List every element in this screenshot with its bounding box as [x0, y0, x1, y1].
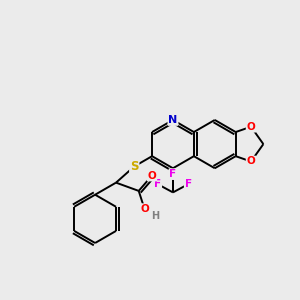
Text: O: O — [247, 157, 255, 166]
Text: F: F — [154, 179, 161, 189]
Text: N: N — [168, 115, 178, 125]
Text: O: O — [140, 204, 149, 214]
Text: S: S — [130, 160, 139, 173]
Text: O: O — [247, 122, 255, 132]
Text: F: F — [185, 179, 192, 189]
Text: O: O — [148, 171, 156, 181]
Text: H: H — [151, 211, 159, 220]
Text: F: F — [169, 169, 176, 179]
